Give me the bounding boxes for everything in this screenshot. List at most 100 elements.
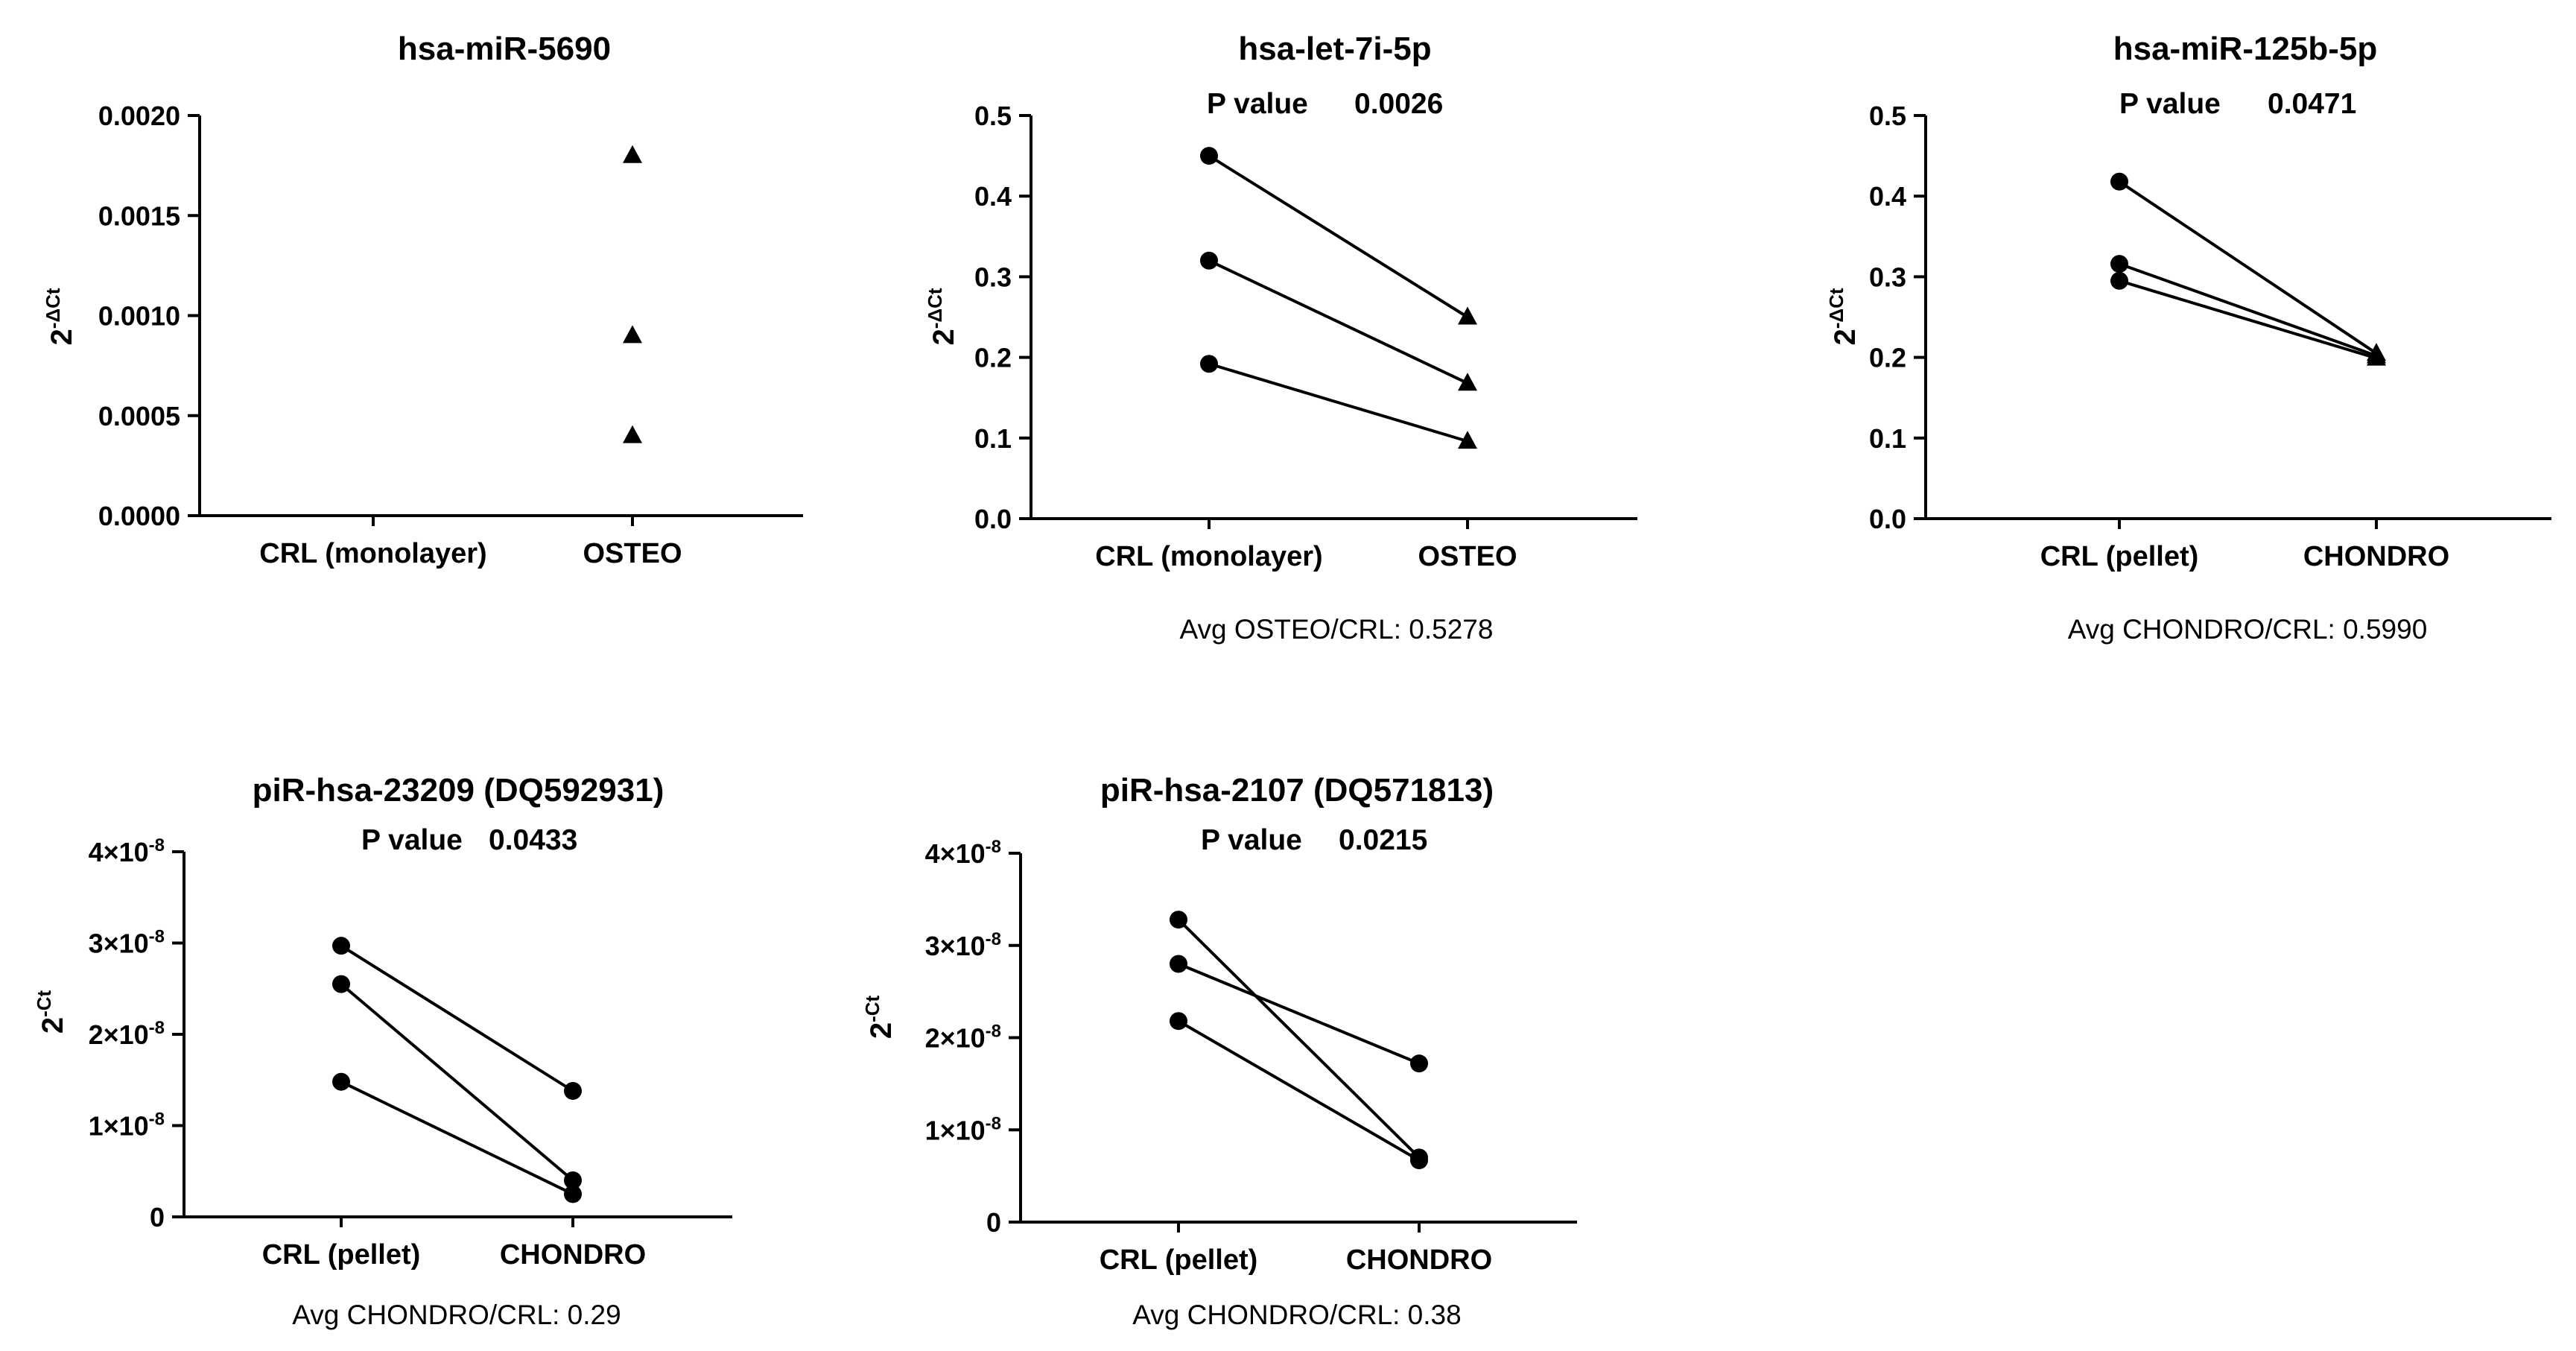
y-tick-label: 0.3 (974, 262, 1012, 292)
y-tick-label-base: 1×10 (925, 1115, 986, 1145)
y-tick-label-base: 4×10 (89, 837, 149, 867)
y-tick-label-base: 1×10 (89, 1111, 149, 1142)
y-axis-label: 2-ΔCt (42, 288, 78, 345)
paired-line (340, 1080, 574, 1196)
paired-line (2119, 279, 2377, 360)
paired-line (340, 983, 574, 1182)
circle-marker (1170, 955, 1187, 973)
triangle-marker (1458, 306, 1477, 325)
circle-marker (2110, 271, 2128, 290)
y-tick-label: 3×10-8 (925, 929, 1001, 961)
y-tick-label: 2×10-8 (925, 1022, 1001, 1054)
y-tick-label-base: 4×10 (925, 838, 986, 869)
circle-marker (1170, 911, 1187, 929)
y-tick-label-base: 0.0015 (98, 200, 180, 231)
circle-marker (564, 1081, 582, 1100)
y-tick-label-base: 3×10 (925, 931, 986, 961)
paired-line (1208, 259, 1468, 385)
y-tick-label-base: 0.4 (974, 181, 1012, 212)
triangle-marker (1458, 373, 1477, 391)
circle-marker (1410, 1151, 1428, 1170)
paired-line (1177, 918, 1421, 1159)
y-tick-label-exponent: -8 (149, 927, 165, 947)
p-value-label: P value (2119, 88, 2221, 120)
ratio-note: Avg CHONDRO/CRL: 0.38 (1132, 1300, 1461, 1330)
p-value: 0.0215 (1339, 824, 1427, 856)
y-tick-label-base: 0.1 (1869, 423, 1906, 454)
triangle-marker (1458, 431, 1477, 449)
circle-marker (2110, 255, 2128, 273)
y-tick-label-base: 2×10 (89, 1019, 149, 1050)
y-tick-label: 0.0000 (98, 501, 180, 531)
plot-area: 0.0 0.1 0.2 0.3 0.4 0.5 CRL (monolayer) OSTEO (974, 101, 1637, 572)
y-tick-label-exponent: -8 (149, 835, 165, 855)
panel-title: hsa-miR-5690 (398, 31, 611, 67)
y-tick-label-exponent: -8 (986, 1113, 1001, 1133)
y-tick-label: 3×10-8 (89, 927, 165, 959)
y-tick-label-exponent: -8 (986, 1022, 1001, 1042)
x-category-label: CRL (monolayer) (1095, 541, 1322, 572)
paired-line (2118, 180, 2378, 355)
paired-line (1178, 962, 1420, 1065)
x-category-label: CRL (pellet) (1100, 1244, 1258, 1276)
panel-let-7i-5p: hsa-let-7i-5p P value 0.0026 2-ΔCt 0.00.… (924, 31, 1637, 645)
triangle-marker (2367, 347, 2386, 366)
y-tick-label: 1×10-8 (925, 1113, 1001, 1145)
y-tick-label: 0 (986, 1207, 1001, 1238)
y-tick-label: 0.1 (974, 423, 1012, 454)
x-category-label: CHONDRO (1346, 1244, 1492, 1276)
y-tick-label-base: 0.0020 (98, 101, 180, 131)
y-tick-label: 0 (150, 1202, 165, 1233)
x-category-label: OSTEO (1418, 541, 1517, 572)
triangle-marker (623, 325, 642, 344)
circle-marker (564, 1171, 582, 1189)
y-axis-label: 2-ΔCt (924, 288, 960, 345)
y-tick-label-base: 0.0 (974, 504, 1012, 534)
x-category-label: CRL (monolayer) (259, 538, 486, 569)
p-value: 0.0471 (2268, 88, 2356, 120)
paired-line (1208, 362, 1468, 443)
circle-marker (1200, 251, 1218, 270)
panel-title: piR-hsa-23209 (DQ592931) (253, 772, 664, 809)
paired-line (1208, 154, 1469, 319)
y-axis-label: 2-Ct (861, 995, 898, 1039)
y-tick-label-base: 0.0010 (98, 301, 180, 332)
y-tick-label: 0.0010 (98, 301, 180, 332)
y-tick-label-base: 0.0005 (98, 401, 180, 431)
triangle-marker (623, 145, 642, 163)
y-tick-label: 0.3 (1869, 262, 1906, 292)
x-category-label: CHONDRO (500, 1239, 646, 1271)
circle-marker (332, 975, 350, 993)
x-category-label: CHONDRO (2303, 541, 2449, 572)
plot-area: 0.0 0.1 0.2 0.3 0.4 0.5 CRL (pellet) CHONDRO (1869, 101, 2551, 572)
y-tick-label: 0.5 (1869, 101, 1906, 131)
y-tick-label-base: 0.1 (974, 423, 1012, 454)
circle-marker (1200, 147, 1218, 165)
x-category-label: CRL (pellet) (262, 1239, 421, 1271)
y-tick-label: 0.0005 (98, 401, 180, 431)
y-tick-label: 4×10-8 (925, 837, 1001, 869)
y-tick-label: 2×10-8 (89, 1018, 165, 1050)
y-tick-label-base: 3×10 (89, 928, 149, 959)
y-tick-label-exponent: -8 (149, 1018, 165, 1038)
y-tick-label-exponent: -8 (986, 837, 1001, 857)
y-tick-label-base: 0.4 (1869, 181, 1906, 212)
y-tick-label: 0.1 (1869, 423, 1906, 454)
circle-marker (1200, 355, 1218, 373)
paired-line (1177, 1019, 1421, 1162)
ratio-note: Avg CHONDRO/CRL: 0.5990 (2068, 614, 2428, 645)
y-tick-label-base: 0 (986, 1207, 1001, 1238)
panel-mir-5690: hsa-miR-5690 2-ΔCt 0.0000 0.0005 0.0010 0.0… (42, 31, 803, 569)
panel-pir-hsa-2107: piR-hsa-2107 (DQ571813) P value 0.0215 2… (861, 772, 1577, 1330)
y-tick-label: 1×10-8 (89, 1110, 165, 1142)
y-tick-label-base: 0 (150, 1202, 165, 1233)
y-tick-label-base: 0.5 (1869, 101, 1906, 131)
y-tick-label: 0.0 (974, 504, 1012, 534)
y-tick-label-base: 0.5 (974, 101, 1012, 131)
p-value: 0.0433 (489, 824, 577, 856)
paired-line (2119, 262, 2377, 358)
panel-mir-125b-5p: hsa-miR-125b-5p P value 0.0471 2-ΔCt 0.0… (1825, 31, 2551, 645)
